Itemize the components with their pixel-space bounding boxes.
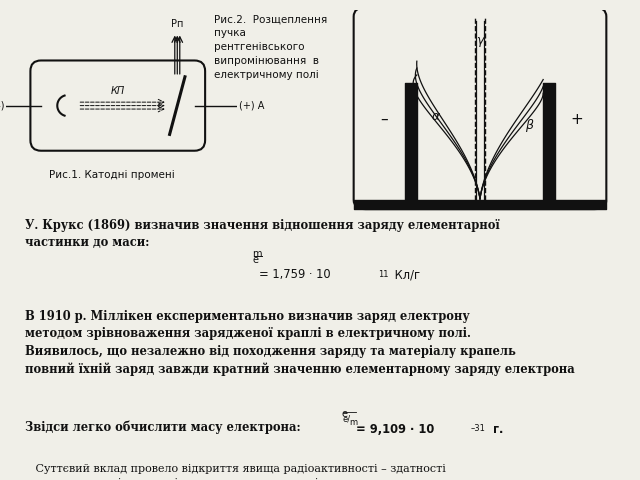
Text: В 1910 р. Міллікен експериментально визначив заряд електрону
методом зрівноважен: В 1910 р. Міллікен експериментально визн… — [25, 310, 575, 376]
Text: (+) А: (+) А — [239, 101, 264, 110]
Text: β: β — [525, 119, 533, 132]
Text: Рис.1. Катодні промені: Рис.1. Катодні промені — [49, 170, 175, 180]
Text: +: + — [570, 112, 582, 127]
Text: = 1,759 · 10: = 1,759 · 10 — [259, 268, 330, 281]
Text: = 9,109 · 10: = 9,109 · 10 — [356, 423, 434, 436]
Text: m: m — [252, 249, 262, 259]
Text: –: – — [380, 112, 388, 127]
Text: e: e — [252, 255, 259, 265]
Text: Рис.2.  Розщеплення
пучка
рентгенівського
випромінювання  в
електричному полі: Рис.2. Розщеплення пучка рентгенівського… — [214, 14, 328, 81]
Text: Кл/г: Кл/г — [390, 268, 420, 281]
Text: К (–): К (–) — [0, 101, 4, 110]
Text: 11: 11 — [378, 270, 389, 278]
Text: Суттєвий вклад провело відкриття явища радіоактивності – здатності
деяких елемен: Суттєвий вклад провело відкриття явища р… — [25, 464, 446, 480]
Text: У. Крукс (1869) визначив значення відношення заряду елементарної
частинки до мас: У. Крукс (1869) визначив значення віднош… — [25, 219, 500, 250]
Text: e/: e/ — [342, 415, 350, 424]
Text: m: m — [349, 418, 358, 427]
Text: –31: –31 — [470, 424, 485, 433]
Text: Звідси легко обчислити масу електрона:: Звідси легко обчислити масу електрона: — [25, 420, 301, 433]
Text: γ: γ — [476, 34, 484, 47]
Text: e: e — [342, 409, 348, 420]
Text: г.: г. — [489, 423, 503, 436]
Text: α: α — [432, 110, 440, 123]
Text: КП: КП — [111, 86, 125, 96]
Text: Рп: Рп — [171, 19, 184, 29]
